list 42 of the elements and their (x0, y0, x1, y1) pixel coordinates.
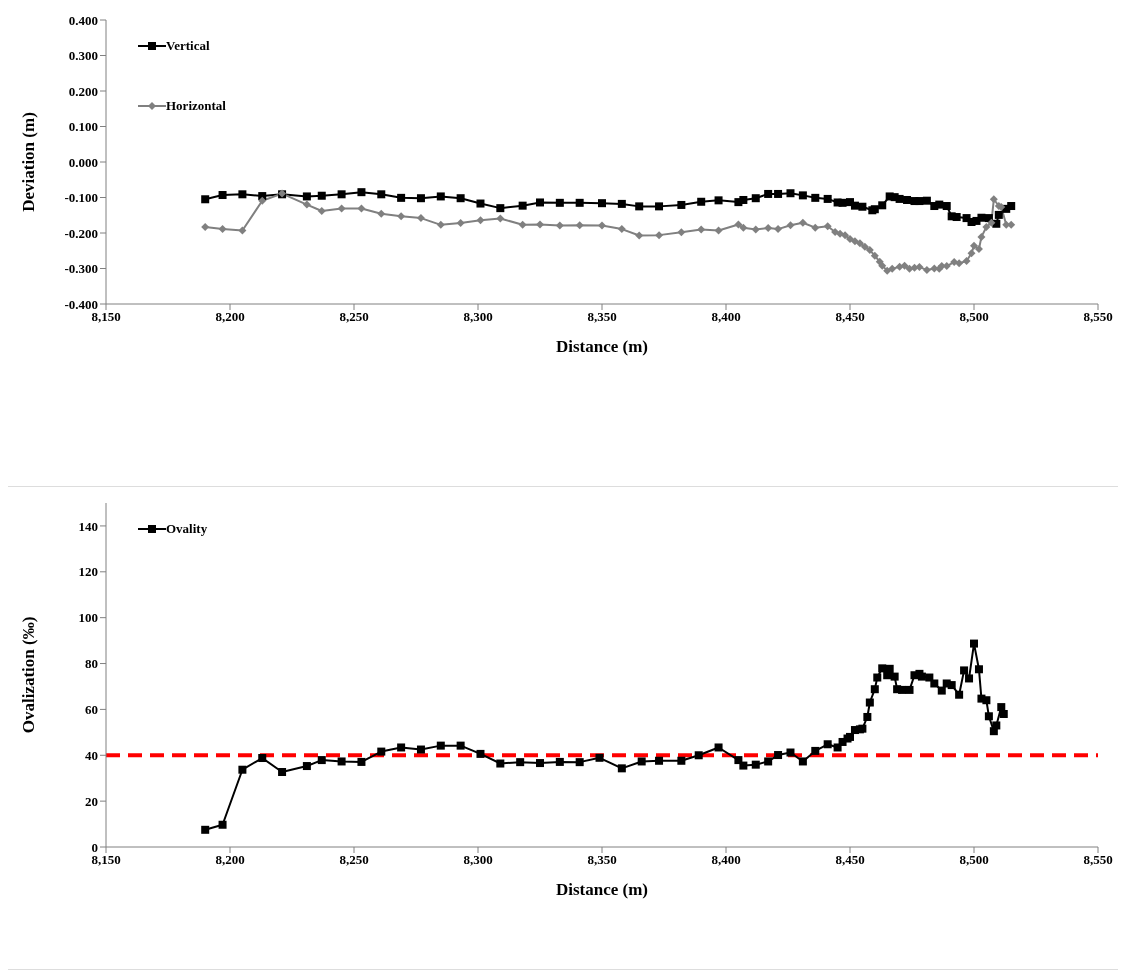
x-axis-title: Distance (m) (555, 880, 649, 899)
x-tick-label: 8,350 (587, 309, 617, 325)
x-tick-label: 8,200 (215, 852, 245, 868)
x-tick-label: 8,250 (339, 852, 369, 868)
y-tick-label: 20 (85, 793, 98, 809)
y-tick-label: 60 (85, 702, 98, 718)
x-tick-label: 8,200 (215, 309, 245, 325)
x-tick-label: 8,150 (91, 852, 121, 868)
x-tick-label: 8,250 (339, 309, 369, 325)
y-tick-label: -0.400 (64, 296, 98, 312)
x-tick-label: 8,150 (91, 309, 121, 325)
y-tick-label: 0.300 (68, 48, 98, 64)
legend-label: Horizontal (166, 98, 226, 114)
x-tick-label: 8,500 (959, 852, 989, 868)
x-tick-label: 8,450 (835, 852, 865, 868)
y-tick-label: 40 (85, 747, 98, 763)
x-tick-label: 8,450 (835, 309, 865, 325)
x-tick-label: 8,400 (711, 852, 741, 868)
y-tick-label: -0.100 (64, 190, 98, 206)
y-axis-title: Ovalization (‰) (19, 616, 39, 734)
y-tick-label: 120 (78, 564, 98, 580)
x-tick-label: 8,550 (1083, 852, 1113, 868)
x-tick-label: 8,400 (711, 309, 741, 325)
y-tick-label: -0.300 (64, 261, 98, 277)
x-tick-label: 8,350 (587, 852, 617, 868)
y-tick-label: 100 (78, 610, 98, 626)
x-axis-title: Distance (m) (555, 337, 649, 356)
y-tick-label: 0.000 (68, 154, 98, 170)
x-tick-label: 8,550 (1083, 309, 1113, 325)
legend-label: Vertical (166, 38, 210, 54)
y-axis-title: Deviation (m) (19, 112, 39, 212)
y-tick-label: 140 (78, 518, 98, 534)
y-tick-label: 0.200 (68, 83, 98, 99)
x-tick-label: 8,500 (959, 309, 989, 325)
y-tick-label: 0 (91, 839, 98, 855)
y-tick-label: 0.400 (68, 12, 98, 28)
x-tick-label: 8,300 (463, 309, 493, 325)
y-tick-label: 0.100 (68, 119, 98, 135)
y-tick-label: -0.200 (64, 225, 98, 241)
y-tick-label: 80 (85, 656, 98, 672)
x-tick-label: 8,300 (463, 852, 493, 868)
legend-label: Ovality (166, 521, 208, 537)
